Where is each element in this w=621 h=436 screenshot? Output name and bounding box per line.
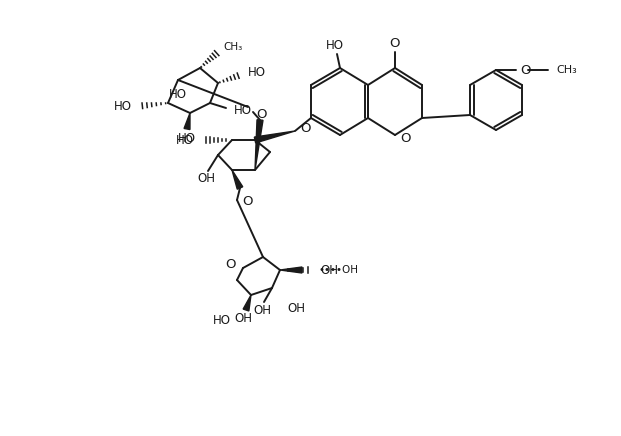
Polygon shape bbox=[255, 131, 295, 143]
Text: O: O bbox=[242, 195, 253, 208]
Text: HO: HO bbox=[169, 89, 187, 102]
Polygon shape bbox=[232, 170, 243, 189]
Text: HO: HO bbox=[114, 101, 132, 113]
Polygon shape bbox=[280, 267, 302, 273]
Text: O: O bbox=[520, 64, 530, 76]
Text: HO: HO bbox=[248, 67, 266, 79]
Polygon shape bbox=[243, 295, 251, 311]
Text: OH: OH bbox=[253, 303, 271, 317]
Text: CH₃: CH₃ bbox=[223, 42, 242, 52]
Text: OH: OH bbox=[234, 313, 252, 326]
Text: O: O bbox=[390, 37, 401, 51]
Text: O: O bbox=[400, 132, 410, 144]
Text: HO: HO bbox=[326, 40, 344, 52]
Polygon shape bbox=[184, 113, 190, 129]
Text: OH: OH bbox=[197, 173, 215, 185]
Text: HO: HO bbox=[213, 314, 231, 327]
Text: HO: HO bbox=[178, 132, 196, 144]
Text: O: O bbox=[256, 109, 266, 122]
Text: HO: HO bbox=[234, 103, 252, 116]
Text: OH: OH bbox=[320, 263, 338, 276]
Text: CH₃: CH₃ bbox=[556, 65, 577, 75]
Text: ••••OH: ••••OH bbox=[318, 265, 358, 275]
Text: HO: HO bbox=[176, 133, 194, 146]
Text: OH: OH bbox=[287, 302, 305, 314]
Polygon shape bbox=[255, 120, 263, 170]
Text: O: O bbox=[300, 122, 310, 134]
Text: O: O bbox=[225, 259, 236, 272]
